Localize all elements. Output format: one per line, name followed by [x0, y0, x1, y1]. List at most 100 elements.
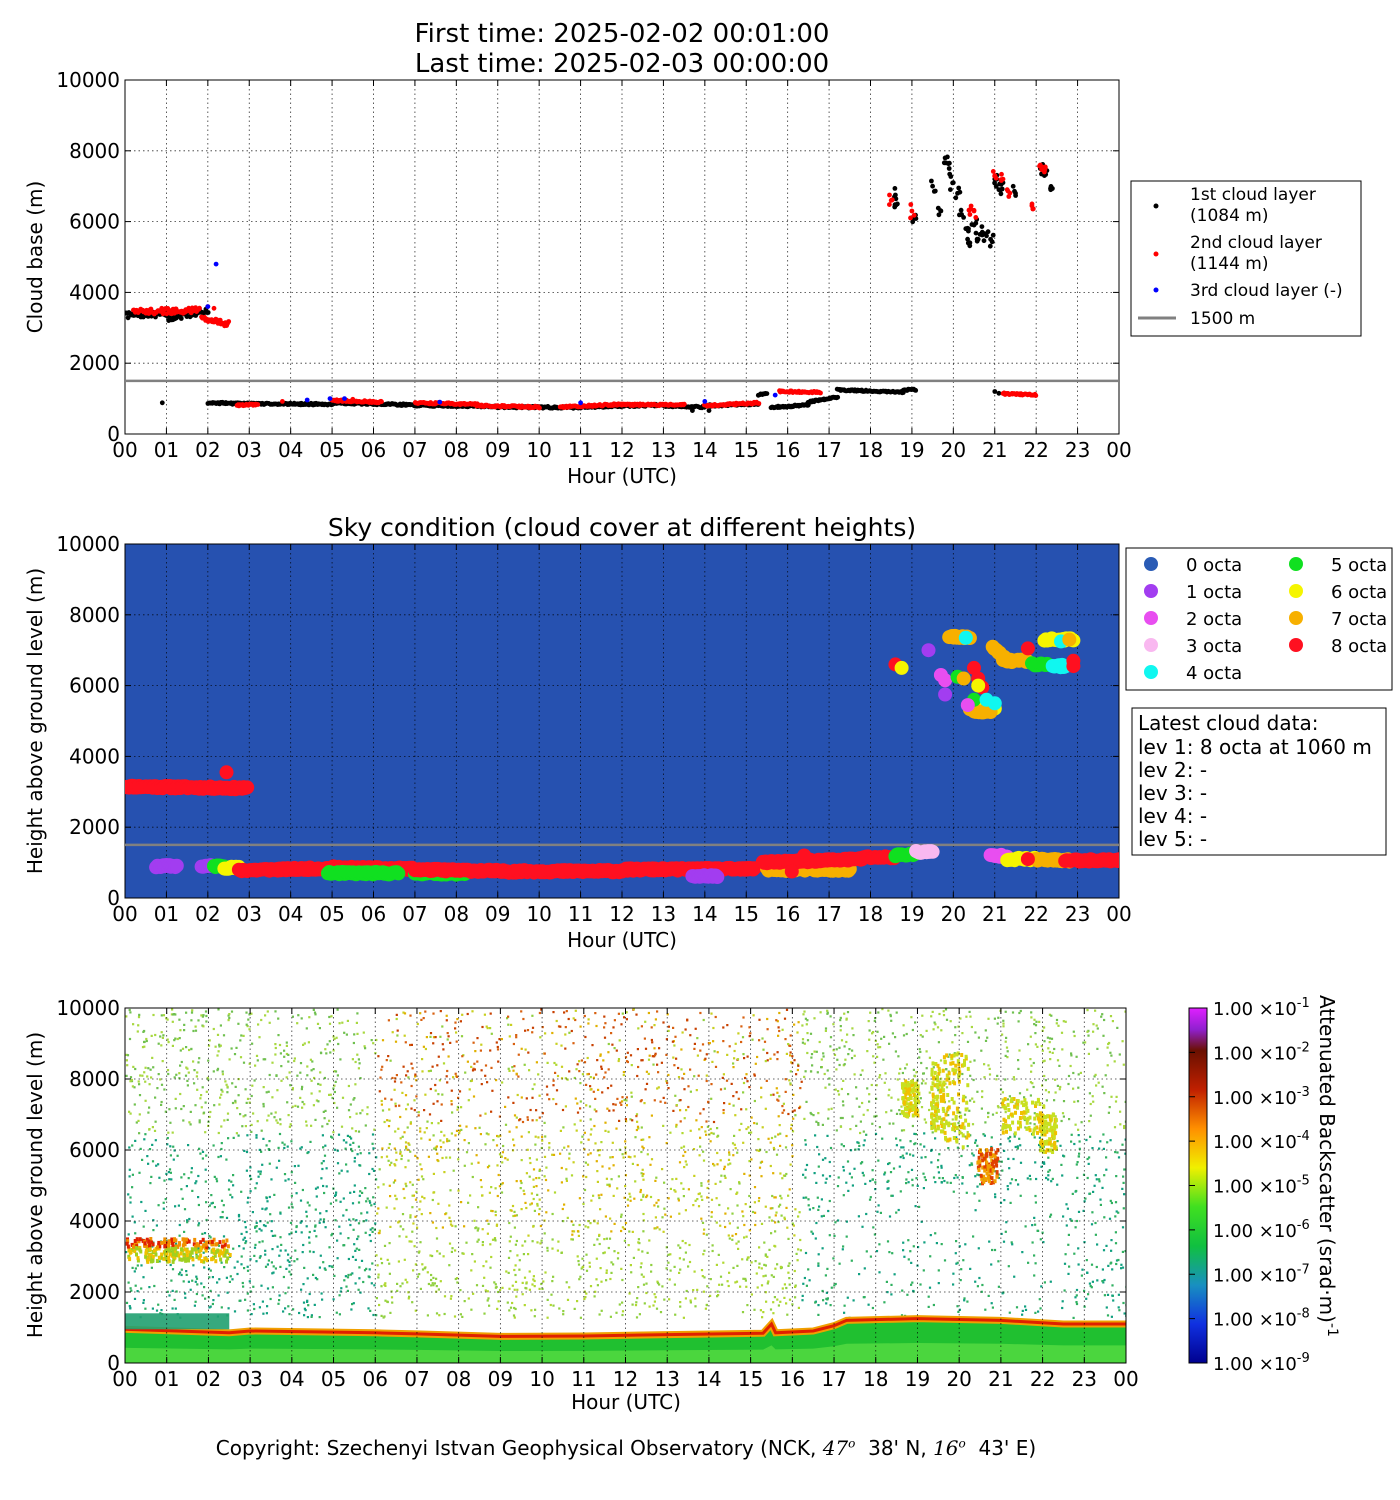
- backscatter-speckle: [151, 1245, 154, 1248]
- backscatter-speckle: [1073, 1142, 1076, 1146]
- backscatter-speckle: [834, 1282, 837, 1286]
- backscatter-speckle: [527, 1234, 530, 1237]
- backscatter-speckle: [898, 1109, 901, 1112]
- backscatter-speckle: [280, 1079, 283, 1082]
- backscatter-speckle: [570, 1220, 573, 1223]
- backscatter-speckle: [513, 1065, 516, 1068]
- backscatter-speckle: [820, 1066, 823, 1069]
- backscatter-speckle: [562, 1313, 565, 1316]
- backscatter-speckle: [319, 1083, 322, 1086]
- backscatter-speckle: [1077, 1086, 1080, 1089]
- backscatter-speckle: [777, 1026, 780, 1029]
- backscatter-speckle: [582, 1175, 585, 1178]
- backscatter-speckle: [723, 1102, 726, 1105]
- backscatter-speckle: [178, 1072, 181, 1075]
- backscatter-speckle: [631, 1162, 634, 1165]
- backscatter-speckle: [200, 1094, 203, 1097]
- backscatter-speckle: [185, 1046, 188, 1049]
- backscatter-speckle: [182, 1105, 185, 1108]
- backscatter-speckle: [571, 1230, 574, 1233]
- backscatter-speckle: [1095, 1265, 1098, 1269]
- backscatter-speckle: [1061, 1174, 1064, 1177]
- backscatter-speckle: [372, 1042, 375, 1045]
- backscatter-speckle: [1111, 1020, 1114, 1023]
- backscatter-speckle: [642, 1195, 645, 1198]
- backscatter-speckle: [242, 1061, 246, 1064]
- backscatter-speckle: [580, 1267, 583, 1270]
- backscatter-speckle: [261, 1240, 264, 1243]
- backscatter-speckle: [974, 1280, 977, 1283]
- backscatter-speckle: [748, 1131, 751, 1134]
- backscatter-speckle: [546, 1246, 549, 1249]
- backscatter-speckle: [349, 1116, 352, 1119]
- backscatter-speckle: [1029, 1058, 1032, 1061]
- backscatter-speckle: [188, 1121, 191, 1124]
- sky-condition-xtick-label: 06: [361, 902, 386, 926]
- backscatter-speckle: [788, 1262, 791, 1265]
- backscatter-speckle: [899, 1139, 902, 1142]
- backscatter-speckle: [274, 1267, 277, 1270]
- sky-condition-title: Sky condition (cloud cover at different …: [328, 513, 916, 542]
- backscatter-speckle: [994, 1196, 997, 1199]
- backscatter-speckle: [170, 1013, 173, 1016]
- backscatter-speckle: [627, 1244, 630, 1247]
- backscatter-speckle: [722, 1040, 725, 1043]
- backscatter-speckle: [521, 1293, 524, 1296]
- backscatter-speckle: [373, 1284, 376, 1287]
- backscatter-speckle: [965, 1191, 968, 1194]
- backscatter-speckle: [534, 1308, 537, 1311]
- backscatter-speckle: [287, 1253, 290, 1256]
- octa-8-legend-marker: [1289, 638, 1303, 652]
- backscatter-speckle: [219, 1216, 222, 1219]
- cloud-base-xtick-label: 12: [609, 438, 634, 462]
- sky-condition-xtick-label: 10: [526, 902, 551, 926]
- backscatter-speckle: [238, 1245, 241, 1248]
- backscatter-speckle: [693, 1174, 696, 1177]
- backscatter-speckle: [878, 1271, 881, 1274]
- backscatter-speckle: [365, 1267, 368, 1270]
- first-layer-point: [946, 166, 952, 171]
- backscatter-speckle: [1018, 1049, 1021, 1052]
- backscatter-speckle: [448, 1139, 451, 1142]
- sky-condition-xlabel: Hour (UTC): [567, 928, 677, 952]
- backscatter-speckle: [594, 1012, 597, 1015]
- backscatter-speckle: [1007, 1157, 1010, 1160]
- backscatter-speckle: [262, 1086, 265, 1089]
- backscatter-speckle: [290, 1231, 293, 1234]
- first-layer-point: [998, 191, 1004, 197]
- backscatter-speckle: [378, 1168, 381, 1171]
- backscatter-speckle: [319, 1071, 322, 1074]
- backscatter-speckle: [534, 1135, 537, 1138]
- backscatter-speckle: [725, 1079, 729, 1082]
- backscatter-speckle: [766, 1059, 769, 1062]
- backscatter-speckle: [1088, 1192, 1092, 1195]
- backscatter-speckle: [179, 1049, 182, 1052]
- backscatter-speckle: [129, 1112, 132, 1115]
- backscatter-speckle: [583, 1188, 587, 1192]
- backscatter-speckle: [675, 1123, 678, 1126]
- backscatter-speckle: [703, 1228, 706, 1231]
- backscatter-speckle: [527, 1051, 530, 1054]
- backscatter-speckle: [296, 1022, 299, 1025]
- backscatter-speckle: [249, 1258, 252, 1261]
- backscatter-speckle: [735, 1280, 739, 1283]
- backscatter-speckle: [1068, 1265, 1071, 1268]
- backscatter-speckle: [969, 1074, 972, 1077]
- backscatter-speckle: [417, 1111, 420, 1114]
- backscatter-speckle: [125, 1015, 128, 1018]
- first-layer-point: [993, 184, 999, 189]
- backscatter-speckle: [388, 1242, 391, 1245]
- backscatter-speckle: [692, 1148, 696, 1151]
- backscatter-speckle: [455, 1040, 458, 1043]
- backscatter-speckle: [600, 1280, 603, 1283]
- backscatter-speckle: [969, 1099, 972, 1102]
- backscatter-speckle: [968, 1109, 971, 1112]
- backscatter-speckle: [573, 1076, 576, 1080]
- backscatter-speckle: [754, 1062, 757, 1065]
- backscatter-speckle: [451, 1224, 454, 1227]
- backscatter-speckle: [376, 1264, 379, 1267]
- octa-7-marker: [1062, 632, 1077, 647]
- backscatter-speckle: [266, 1221, 269, 1224]
- backscatter-speckle: [342, 1214, 345, 1217]
- backscatter-speckle: [507, 1271, 510, 1274]
